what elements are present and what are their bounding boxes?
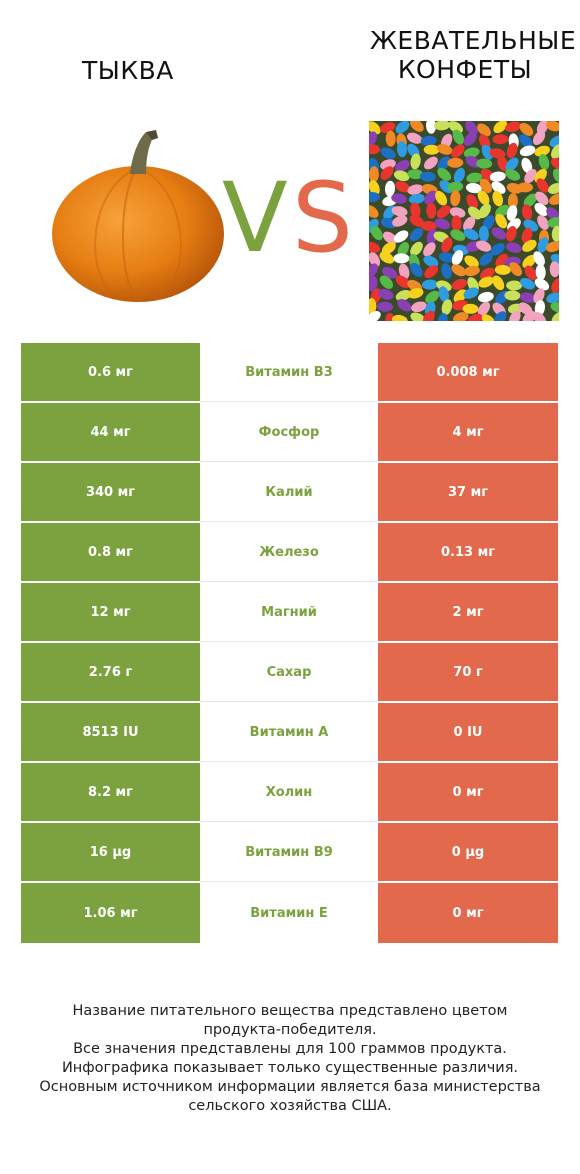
- right-value-cell: 4 мг: [378, 403, 558, 462]
- right-value-cell: 0.008 мг: [378, 343, 558, 402]
- left-food-title: ТЫКВА: [82, 56, 174, 85]
- right-food-title-line1: ЖЕВАТЕЛЬНЫЕ: [370, 26, 577, 55]
- jelly-beans-image: [369, 121, 559, 321]
- left-value-cell: 12 мг: [21, 583, 200, 642]
- table-row: 12 мг Магний 2 мг: [21, 583, 558, 643]
- nutrient-name-cell: Фосфор: [200, 403, 378, 462]
- right-value-cell: 37 мг: [378, 463, 558, 522]
- right-food-title: ЖЕВАТЕЛЬНЫЕ КОНФЕТЫ: [370, 26, 577, 84]
- nutrient-name-cell: Калий: [200, 463, 378, 522]
- nutrient-name-cell: Витамин B9: [200, 823, 378, 882]
- footnote: Название питательного вещества представл…: [20, 1002, 560, 1116]
- right-food-title-line2: КОНФЕТЫ: [397, 55, 533, 84]
- right-value-cell: 0 мг: [378, 763, 558, 822]
- footnote-line: продукта-победителя.: [203, 1022, 377, 1038]
- left-value-cell: 0.8 мг: [21, 523, 200, 582]
- footnote-line: Инфографика показывает только существенн…: [61, 1060, 519, 1076]
- table-row: 0.8 мг Железо 0.13 мг: [21, 523, 558, 583]
- comparison-table: 0.6 мг Витамин B3 0.008 мг 44 мг Фосфор 4 мг 3…: [21, 343, 558, 943]
- table-row: 8.2 мг Холин 0 мг: [21, 763, 558, 823]
- table-row: 44 мг Фосфор 4 мг: [21, 403, 558, 463]
- footnote-line: Основным источником информации является …: [39, 1079, 541, 1095]
- footnote-line: Все значения представлены для 100 граммо…: [73, 1041, 507, 1057]
- vs-s-letter: S: [292, 165, 352, 265]
- left-value-cell: 8513 IU: [21, 703, 200, 762]
- left-value-cell: 0.6 мг: [21, 343, 200, 402]
- right-value-cell: 0 мг: [378, 883, 558, 943]
- left-value-cell: 44 мг: [21, 403, 200, 462]
- table-row: 0.6 мг Витамин B3 0.008 мг: [21, 343, 558, 403]
- right-value-cell: 70 г: [378, 643, 558, 702]
- nutrient-name-cell: Холин: [200, 763, 378, 822]
- right-value-cell: 2 мг: [378, 583, 558, 642]
- nutrient-name-cell: Витамин B3: [200, 343, 378, 402]
- right-value-cell: 0.13 мг: [378, 523, 558, 582]
- left-value-cell: 2.76 г: [21, 643, 200, 702]
- table-row: 2.76 г Сахар 70 г: [21, 643, 558, 703]
- nutrient-name-cell: Витамин A: [200, 703, 378, 762]
- right-value-cell: 0 µg: [378, 823, 558, 882]
- vs-v-letter: V: [222, 165, 288, 265]
- right-value-cell: 0 IU: [378, 703, 558, 762]
- nutrient-name-cell: Железо: [200, 523, 378, 582]
- table-row: 340 мг Калий 37 мг: [21, 463, 558, 523]
- left-value-cell: 16 µg: [21, 823, 200, 882]
- nutrient-name-cell: Сахар: [200, 643, 378, 702]
- vs-graphic: V S: [222, 165, 352, 265]
- footnote-line: сельского хозяйства США.: [188, 1098, 392, 1114]
- table-row: 16 µg Витамин B9 0 µg: [21, 823, 558, 883]
- left-value-cell: 8.2 мг: [21, 763, 200, 822]
- left-value-cell: 340 мг: [21, 463, 200, 522]
- nutrient-name-cell: Витамин E: [200, 883, 378, 943]
- nutrient-name-cell: Магний: [200, 583, 378, 642]
- pumpkin-image: [52, 130, 224, 303]
- footnote-line: Название питательного вещества представл…: [72, 1003, 508, 1019]
- left-value-cell: 1.06 мг: [21, 883, 200, 943]
